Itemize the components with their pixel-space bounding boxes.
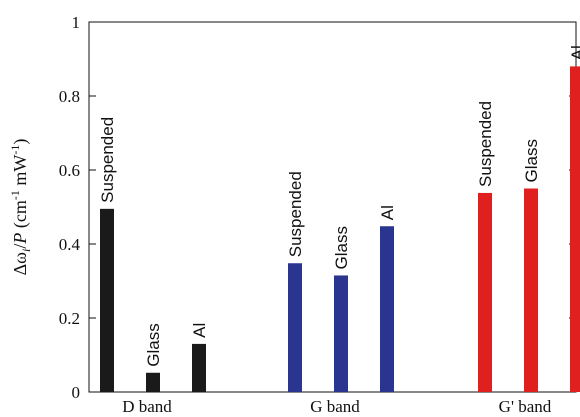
ylabel-sup1: -1 bbox=[8, 190, 22, 200]
plot-area: 0 0.2 0.4 0.6 0.8 1 Suspended Glass Al D band Susp… bbox=[59, 13, 580, 416]
y-axis-label: Δωi/P (cm-1 mW-1) bbox=[8, 139, 33, 276]
ylabel-prefix: Δω bbox=[10, 252, 30, 276]
group-label: G' band bbox=[499, 397, 552, 416]
y-tick-label: 0 bbox=[72, 383, 81, 402]
ylabel-p: P bbox=[10, 233, 30, 245]
bar-label: Al bbox=[568, 45, 580, 60]
y-tick-label: 0.4 bbox=[59, 235, 81, 254]
ylabel-sup2: -1 bbox=[8, 145, 22, 155]
bar-label: Glass bbox=[144, 323, 163, 366]
bar bbox=[524, 188, 538, 392]
ylabel-sub: i bbox=[19, 249, 33, 252]
bar-label: Suspended bbox=[286, 171, 305, 257]
group-label: D band bbox=[122, 397, 172, 416]
bar bbox=[288, 263, 302, 392]
bar-label: Glass bbox=[522, 139, 541, 182]
ylabel-units-b: mW bbox=[10, 155, 30, 191]
bar bbox=[334, 275, 348, 392]
ylabel-slash: / bbox=[10, 244, 30, 249]
bar-label: Suspended bbox=[98, 117, 117, 203]
bar bbox=[100, 208, 114, 392]
bar bbox=[570, 66, 580, 393]
y-tick-label: 0.6 bbox=[59, 161, 80, 180]
y-tick-label: 1 bbox=[72, 13, 81, 32]
bar bbox=[478, 192, 492, 392]
svg-text:Δωi/P (cm-1 mW-1): Δωi/P (cm-1 mW-1) bbox=[8, 139, 33, 276]
bar bbox=[192, 343, 206, 392]
ylabel-units-a: (cm bbox=[10, 200, 31, 232]
bar-label: Glass bbox=[332, 226, 351, 269]
bar bbox=[146, 372, 160, 392]
y-tick-label: 0.8 bbox=[59, 87, 80, 106]
group-label: G band bbox=[310, 397, 360, 416]
bar bbox=[380, 226, 394, 392]
bar-label: Al bbox=[190, 323, 209, 338]
ylabel-units-c: ) bbox=[10, 139, 31, 145]
y-tick-label: 0.2 bbox=[59, 309, 80, 328]
bar-label: Al bbox=[378, 205, 397, 220]
bar-label: Suspended bbox=[476, 101, 495, 187]
